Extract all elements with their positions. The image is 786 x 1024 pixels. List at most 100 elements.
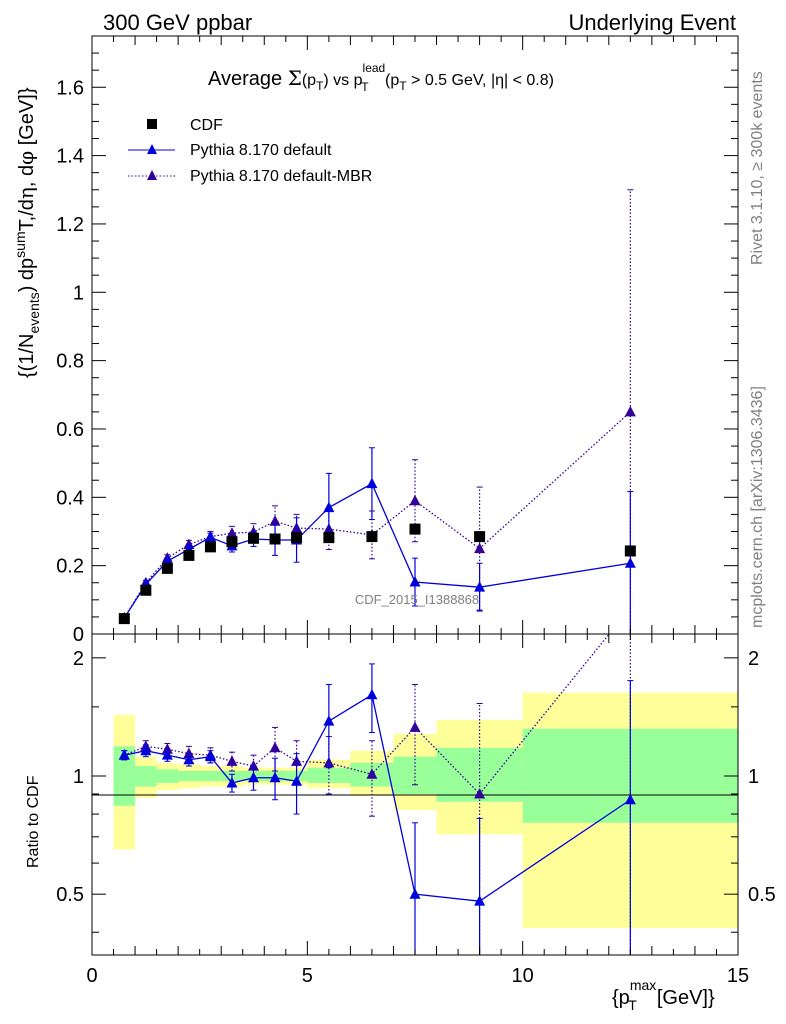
legend-item-cdf: CDF <box>147 117 223 134</box>
data-point-square <box>161 562 173 574</box>
data-point-triangle <box>323 501 335 513</box>
data-point-triangle <box>269 741 281 753</box>
header-right: Underlying Event <box>568 10 736 35</box>
data-point-square <box>118 613 130 625</box>
ratio-band-green <box>156 769 179 783</box>
legend-marker-cdf <box>147 119 157 129</box>
mcplots-label: mcplots.cern.ch [arXiv:1306.3436] <box>749 386 766 628</box>
legend: CDF Pythia 8.170 default Pythia 8.170 de… <box>128 117 372 185</box>
data-point-triangle <box>409 888 421 899</box>
x-tick-label: 0 <box>86 965 97 987</box>
data-point-triangle <box>226 755 238 766</box>
data-point-square <box>183 549 195 561</box>
main-y-tick-label: 1.4 <box>56 146 84 168</box>
data-point-square <box>140 584 152 596</box>
ratio-band-green <box>113 746 136 806</box>
legend-marker-pythia-default <box>147 144 157 154</box>
data-point-triangle <box>474 787 486 799</box>
data-point-triangle <box>248 760 259 771</box>
legend-item-pythia-default: Pythia 8.170 default <box>128 142 332 159</box>
data-point-triangle <box>226 527 238 538</box>
data-point-square <box>269 533 281 545</box>
data-point-triangle <box>269 515 281 526</box>
ratio-panel: 0.5 0.5 1 1 2 2 0 5 10 15 Ratio to CDF <box>25 633 776 987</box>
data-point-triangle <box>226 776 238 788</box>
data-point-triangle <box>624 557 636 568</box>
data-point-triangle <box>204 531 216 542</box>
data-point-square <box>409 523 421 535</box>
data-point-triangle <box>140 744 152 756</box>
series-line <box>123 482 631 619</box>
x-axis-label: {pmax T [GeV]} <box>612 977 715 1013</box>
x-tick-label: 10 <box>512 965 534 987</box>
data-point-square <box>291 532 303 544</box>
data-point-triangle <box>409 494 421 506</box>
ratio-band-green <box>135 766 157 787</box>
series-line <box>124 693 631 902</box>
main-y-axis-label: {(1/Nevents) dpsumT,/dη, dφ [GeV]} <box>12 87 42 378</box>
x-tick-label: 5 <box>302 965 313 987</box>
data-point-triangle <box>624 405 636 417</box>
data-point-square <box>204 541 216 553</box>
data-point-square <box>474 531 486 543</box>
ratio-band-green <box>199 770 222 782</box>
ratio-y-tick-label: 0.5 <box>56 884 84 906</box>
legend-label-pythia-mbr: Pythia 8.170 default-MBR <box>190 168 372 185</box>
series-line <box>124 633 610 795</box>
main-y-tick-label: 1.6 <box>56 77 84 99</box>
data-point-triangle <box>161 749 173 760</box>
ratio-y-tick-label: 1 <box>73 766 84 788</box>
ratio-y-tick-label-right: 0.5 <box>748 884 776 906</box>
data-point-triangle <box>474 581 486 592</box>
ratio-series-pythia-8-170-default <box>118 663 636 955</box>
header-left: 300 GeV ppbar <box>103 10 252 35</box>
rivet-label: Rivet 3.1.10, ≥ 300k events <box>749 71 766 265</box>
data-point-triangle <box>204 750 216 762</box>
data-point-square <box>624 545 636 557</box>
data-point-triangle <box>183 747 195 759</box>
data-point-triangle <box>366 477 378 489</box>
ratio-y-tick-label-right: 2 <box>748 648 759 670</box>
chart-title: Average Σ(pT) vs plead T (pT > 0.5 GeV, |… <box>208 61 554 94</box>
data-point-triangle <box>118 749 130 760</box>
ratio-y-tick-label: 2 <box>73 648 84 670</box>
data-point-square <box>366 531 378 543</box>
data-point-square <box>226 536 238 548</box>
main-series-cdf <box>118 523 636 625</box>
data-point-triangle <box>183 753 195 765</box>
main-y-tick-label: 1.2 <box>56 214 84 236</box>
data-point-triangle <box>248 771 259 783</box>
main-y-tick-label: 0.6 <box>56 419 84 441</box>
legend-label-cdf: CDF <box>190 117 223 134</box>
main-y-tick-label: 0.8 <box>56 351 84 373</box>
legend-marker-pythia-mbr <box>147 170 157 180</box>
data-point-triangle <box>366 768 378 779</box>
ratio-band-green <box>178 770 200 782</box>
data-point-triangle <box>409 721 421 732</box>
main-series-pythia-8-170-default-mbr <box>118 189 636 634</box>
main-panel: 0 0.2 0.4 0.6 0.8 1 1.2 1.4 1.6 CDF_2015_I138886… <box>12 35 739 646</box>
main-y-tick-label: 0.4 <box>56 487 84 509</box>
x-tick-label: 15 <box>727 965 749 987</box>
data-point-triangle <box>269 771 281 783</box>
legend-item-pythia-mbr: Pythia 8.170 default-MBR <box>128 168 372 185</box>
data-point-triangle <box>409 576 421 587</box>
data-point-triangle <box>161 743 173 754</box>
legend-label-pythia-default: Pythia 8.170 default <box>190 142 332 159</box>
data-point-triangle <box>474 542 486 554</box>
data-point-square <box>248 532 259 544</box>
data-point-triangle <box>366 688 378 700</box>
series-line <box>123 411 631 619</box>
data-point-triangle <box>323 715 335 726</box>
ratio-y-axis-label: Ratio to CDF <box>25 775 42 868</box>
main-y-tick-label: 1 <box>73 282 84 304</box>
data-point-square <box>323 532 335 544</box>
data-point-triangle <box>291 775 303 786</box>
ratio-y-tick-label-right: 1 <box>748 766 759 788</box>
data-point-triangle <box>474 895 486 906</box>
main-y-tick-label: 0.2 <box>56 556 84 578</box>
watermark: CDF_2015_I1388868 <box>355 592 479 607</box>
data-point-triangle <box>624 793 636 805</box>
main-y-tick-label: 0 <box>73 624 84 646</box>
